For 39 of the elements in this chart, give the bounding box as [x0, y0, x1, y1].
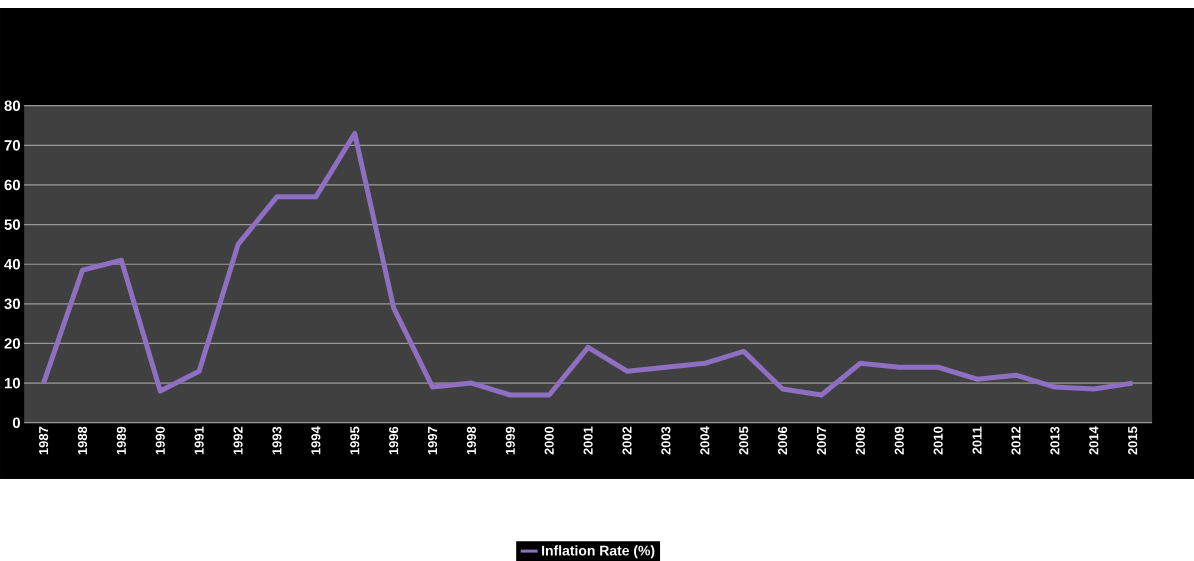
x-tick-label: 2011 — [972, 426, 982, 454]
x-tick-label: 1996 — [389, 426, 399, 455]
x-tick-label: 1995 — [350, 426, 360, 455]
y-tick-label: 60 — [4, 179, 20, 191]
y-tick-label: 40 — [4, 258, 20, 270]
x-tick-label: 1992 — [233, 426, 243, 455]
x-tick-label: 1999 — [505, 426, 515, 455]
x-tick-label: 2010 — [933, 426, 943, 455]
y-tick-label: 80 — [4, 100, 20, 112]
x-tick-label: 1987 — [38, 426, 49, 455]
y-tick-label: 20 — [4, 338, 20, 349]
x-tick-label: 1998 — [466, 426, 477, 455]
y-tick-label: 30 — [4, 298, 20, 310]
x-tick-label: 2009 — [894, 426, 904, 455]
x-tick-label: 2003 — [661, 426, 671, 455]
x-tick-label: 2001 — [583, 426, 593, 455]
x-tick-label: 1994 — [311, 426, 321, 455]
legend-label: Inflation Rate (%) — [542, 545, 655, 559]
x-tick-label: 2015 — [1128, 426, 1138, 455]
x-tick-label: 1989 — [116, 426, 126, 455]
x-tick-label: 1993 — [272, 426, 282, 455]
x-tick-label: 1990 — [155, 426, 165, 455]
x-tick-label: 2007 — [816, 426, 827, 455]
x-tick-label: 2008 — [855, 426, 865, 455]
x-tick-label: 2000 — [544, 426, 554, 455]
x-tick-label: 1997 — [427, 426, 438, 455]
x-tick-label: 2002 — [622, 426, 632, 455]
y-tick-label: 50 — [4, 219, 20, 230]
x-tick-label: 2005 — [739, 426, 749, 455]
x-tick-label: 2004 — [700, 426, 710, 455]
x-tick-label: 2013 — [1050, 426, 1060, 455]
y-tick-label: 10 — [4, 377, 20, 389]
y-tick-label: 0 — [12, 417, 20, 429]
y-tick-label: 70 — [4, 140, 20, 151]
x-tick-label: 2006 — [778, 426, 788, 455]
x-tick-label: 1988 — [77, 426, 88, 455]
x-tick-label: 1991 — [194, 426, 204, 455]
x-tick-label: 2014 — [1089, 426, 1099, 455]
x-tick-label: 2012 — [1011, 426, 1021, 455]
